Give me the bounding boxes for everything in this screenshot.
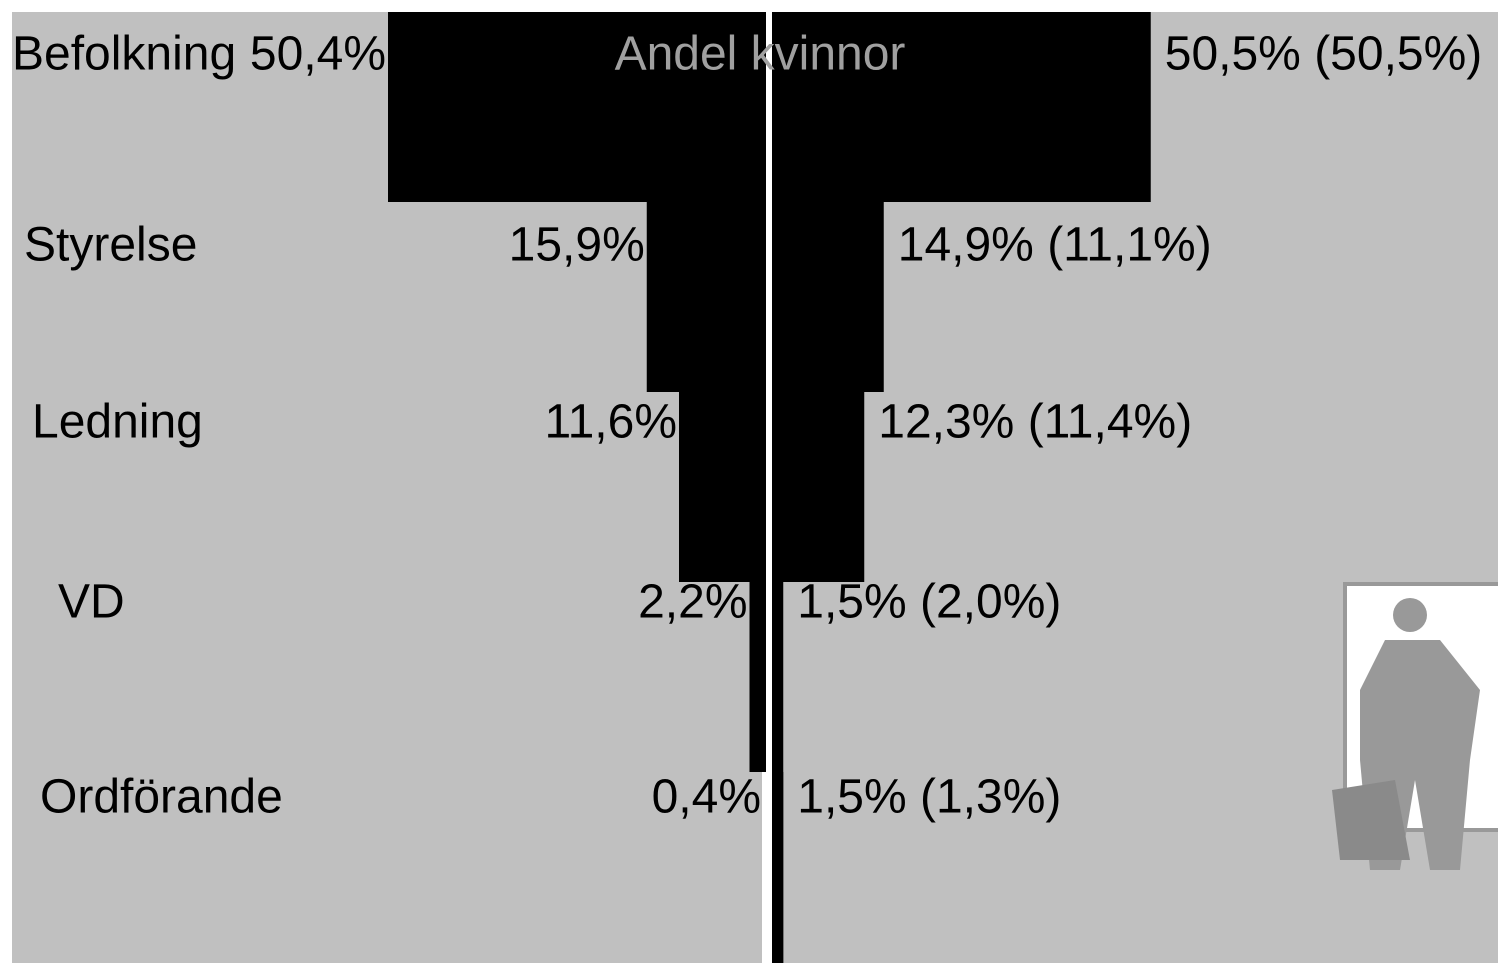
bar-right — [772, 202, 884, 392]
bar-left — [646, 202, 766, 392]
value-label-left: 15,9% — [509, 219, 645, 272]
category-label: Styrelse — [24, 219, 197, 272]
category-label: VD — [58, 576, 125, 629]
value-label-right: 1,5% (2,0%) — [797, 576, 1061, 629]
category-label: Befolkning — [12, 28, 236, 81]
bar-right — [772, 772, 784, 963]
businessman-picture — [1332, 582, 1498, 870]
bar-right — [772, 12, 1151, 202]
bars — [388, 12, 1151, 963]
chart-title: Andel kvinnor — [615, 28, 906, 81]
category-label: Ordförande — [40, 771, 283, 824]
value-label-right: 1,5% (1,3%) — [797, 771, 1061, 824]
bar-left — [388, 12, 766, 202]
value-label-left: 11,6% — [544, 396, 677, 449]
value-label-left: 2,2% — [638, 576, 747, 629]
value-label-left: 0,4% — [652, 771, 761, 824]
bar-left — [749, 582, 766, 772]
bar-right — [772, 392, 865, 582]
value-label-right: 50,5% (50,5%) — [1165, 28, 1483, 81]
category-label: Ledning — [32, 396, 203, 449]
bar-left — [679, 392, 766, 582]
value-label-left: 50,4% — [250, 28, 386, 81]
value-label-right: 14,9% (11,1%) — [898, 219, 1212, 272]
value-label-right: 12,3% (11,4%) — [878, 396, 1192, 449]
